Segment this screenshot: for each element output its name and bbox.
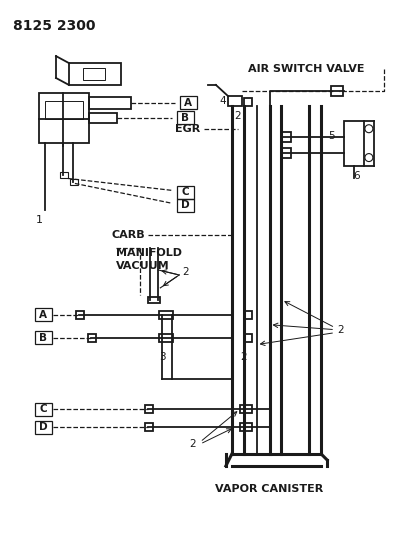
- Bar: [176, 111, 193, 124]
- Text: 8125 2300: 8125 2300: [13, 19, 96, 33]
- Bar: [35, 331, 52, 344]
- Bar: [60, 173, 68, 179]
- Text: 2: 2: [181, 267, 188, 277]
- Text: D: D: [39, 422, 47, 432]
- Text: 1: 1: [36, 215, 43, 225]
- Text: C: C: [181, 188, 189, 197]
- Text: B: B: [39, 333, 47, 343]
- Bar: [89, 113, 116, 123]
- Bar: [176, 186, 193, 199]
- Bar: [69, 63, 120, 85]
- Bar: [35, 421, 52, 434]
- Bar: [148, 297, 160, 303]
- Bar: [239, 405, 251, 413]
- Bar: [281, 132, 291, 142]
- Bar: [159, 334, 173, 342]
- Bar: [76, 311, 83, 319]
- Bar: [88, 334, 96, 342]
- Bar: [35, 308, 52, 321]
- Text: 4: 4: [219, 96, 225, 106]
- Bar: [145, 405, 153, 413]
- Text: AIR SWITCH VALVE: AIR SWITCH VALVE: [247, 64, 363, 74]
- Text: 5: 5: [328, 131, 334, 141]
- Bar: [70, 180, 78, 185]
- Bar: [39, 93, 89, 143]
- Bar: [179, 96, 196, 109]
- Bar: [281, 148, 291, 158]
- Text: 2: 2: [188, 439, 195, 449]
- Text: A: A: [39, 310, 47, 320]
- Text: D: D: [180, 200, 189, 211]
- Bar: [83, 68, 104, 80]
- Text: EGR: EGR: [174, 124, 200, 134]
- Bar: [243, 311, 251, 319]
- Text: 2: 2: [240, 352, 247, 361]
- Bar: [343, 121, 363, 166]
- Text: 2: 2: [336, 325, 343, 335]
- Bar: [145, 423, 153, 431]
- Text: B: B: [181, 113, 189, 123]
- Bar: [330, 86, 342, 96]
- Text: C: C: [39, 404, 47, 414]
- Text: 3: 3: [159, 352, 165, 361]
- Text: MANIFOLD: MANIFOLD: [115, 248, 181, 258]
- Bar: [89, 97, 130, 109]
- Text: CARB: CARB: [112, 230, 145, 240]
- Bar: [176, 199, 193, 212]
- Bar: [35, 403, 52, 416]
- Bar: [239, 423, 251, 431]
- Bar: [227, 96, 241, 106]
- Text: 6: 6: [353, 171, 360, 181]
- Text: VACUUM: VACUUM: [115, 261, 169, 271]
- Bar: [159, 311, 173, 319]
- Bar: [45, 101, 83, 119]
- Text: A: A: [184, 98, 192, 108]
- Text: VAPOR CANISTER: VAPOR CANISTER: [215, 484, 323, 494]
- Bar: [243, 334, 251, 342]
- Text: 2: 2: [234, 111, 240, 121]
- Bar: [243, 98, 251, 106]
